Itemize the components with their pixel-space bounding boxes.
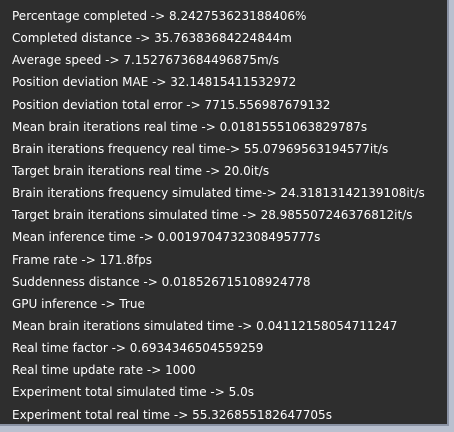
stat-real-time-update-rate: Real time update rate -> 1000 [12, 363, 196, 378]
stat-gpu-inference: GPU inference -> True [12, 296, 145, 311]
stat-experiment-total-simulated-time: Experiment total simulated time -> 5.0s [12, 385, 254, 400]
stat-real-time-factor: Real time factor -> 0.6934346504559259 [12, 341, 264, 356]
stat-brain-iterations-frequency-simulated-time: Brain iterations frequency simulated tim… [12, 186, 425, 201]
stats-list: Percentage completed -> 8.24275362318840… [12, 9, 425, 422]
stat-percentage-completed: Percentage completed -> 8.24275362318840… [12, 9, 307, 23]
stat-position-deviation-mae: Position deviation MAE -> 32.14815411532… [12, 75, 297, 90]
stat-mean-brain-iterations-simulated-time: Mean brain iterations simulated time -> … [12, 318, 398, 333]
stat-target-brain-iterations-simulated-time: Target brain iterations simulated time -… [12, 208, 413, 223]
stat-mean-brain-iterations-real-time: Mean brain iterations real time -> 0.018… [12, 119, 368, 134]
stat-mean-inference-time: Mean inference time -> 0.001970473230849… [12, 230, 321, 245]
stat-average-speed: Average speed -> 7.1527673684496875m/s [12, 53, 279, 68]
stat-suddenness-distance: Suddenness distance -> 0.018526715108924… [12, 274, 311, 289]
stat-completed-distance: Completed distance -> 35.76383684224844m [12, 31, 292, 46]
stat-experiment-total-real-time: Experiment total real time -> 55.3268551… [12, 407, 332, 422]
stat-position-deviation-total-error: Position deviation total error -> 7715.5… [12, 97, 331, 112]
stat-frame-rate: Frame rate -> 171.8fps [12, 252, 153, 267]
stats-panel: Percentage completed -> 8.24275362318840… [0, 0, 449, 426]
stat-target-brain-iterations-real-time: Target brain iterations real time -> 20.… [12, 163, 270, 178]
stat-brain-iterations-frequency-real-time: Brain iterations frequency real time-> 5… [12, 141, 389, 156]
